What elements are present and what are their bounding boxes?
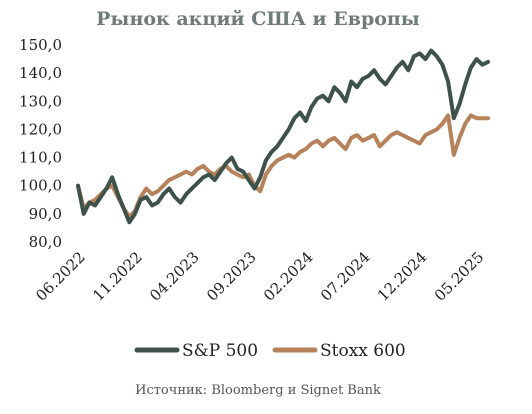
legend: S&P 500 Stoxx 600 — [134, 341, 406, 361]
x-tick-label: 02.2024 — [260, 248, 317, 305]
y-tick-label: 110,0 — [19, 149, 62, 167]
x-tick-label: 04.2023 — [146, 248, 203, 305]
x-tick-label: 06.2022 — [32, 248, 89, 305]
y-tick-label: 80,0 — [29, 233, 62, 251]
legend-label: Stoxx 600 — [320, 341, 406, 361]
x-axis-ticks: 06.2022 11.2022 04.2023 09.2023 02.2024 07.20… — [32, 248, 487, 305]
x-tick-label: 05.2025 — [431, 248, 488, 305]
series-lines — [76, 48, 490, 225]
x-tick-label: 11.2022 — [89, 248, 146, 305]
y-tick-label: 120,0 — [19, 120, 62, 138]
x-tick-label: 09.2023 — [203, 248, 260, 305]
series-line-sp500 — [76, 48, 490, 225]
x-tick-label: 07.2024 — [317, 248, 374, 305]
y-tick-label: 150,0 — [19, 36, 62, 54]
y-tick-label: 90,0 — [29, 205, 62, 223]
legend-label: S&P 500 — [182, 341, 258, 361]
y-tick-label: 140,0 — [19, 64, 62, 82]
x-tick-label: 12.2024 — [374, 248, 431, 305]
chart-title: Рынок акций США и Европы — [96, 8, 420, 30]
y-tick-label: 100,0 — [19, 177, 62, 195]
series-line-stoxx600 — [76, 113, 490, 219]
y-axis-ticks: 80,0 90,0 100,0 110,0 120,0 130,0 140,0 150,0 — [19, 36, 62, 251]
source-note: Источник: Bloomberg и Signet Bank — [135, 383, 381, 398]
y-tick-label: 130,0 — [19, 92, 62, 110]
